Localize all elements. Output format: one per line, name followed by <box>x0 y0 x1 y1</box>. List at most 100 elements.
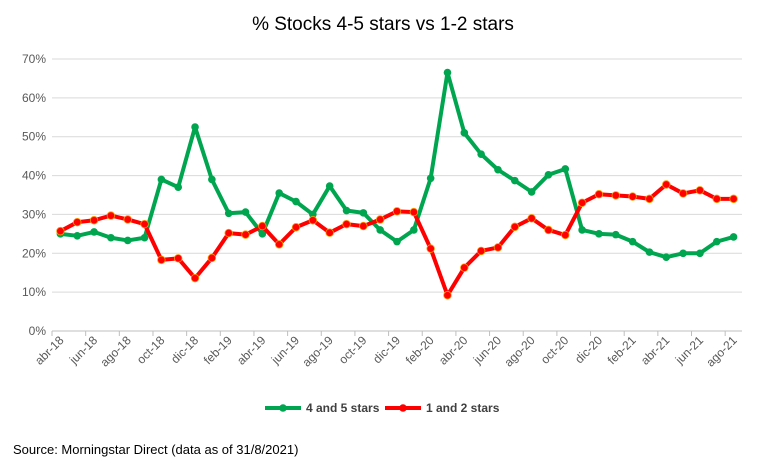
data-point <box>342 219 351 229</box>
data-point <box>191 123 199 131</box>
x-tick-label: abr-19 <box>234 333 269 368</box>
x-tick-label: abr-20 <box>436 333 471 368</box>
y-tick-label: 30% <box>22 207 46 221</box>
data-point <box>157 175 166 184</box>
data-point <box>123 236 132 245</box>
y-tick-label: 40% <box>22 169 46 183</box>
data-point <box>309 210 317 219</box>
data-point <box>258 221 267 231</box>
data-point <box>73 217 82 227</box>
data-point <box>140 219 149 229</box>
y-tick-label: 20% <box>22 246 46 260</box>
data-point <box>241 208 250 216</box>
data-point <box>224 228 233 238</box>
y-tick-label: 60% <box>22 91 46 105</box>
x-tick-label: jun-19 <box>268 333 302 367</box>
data-point <box>611 191 620 200</box>
data-point <box>174 183 183 192</box>
data-point <box>174 254 183 263</box>
data-point <box>409 207 419 217</box>
data-point <box>729 194 738 204</box>
data-point <box>561 165 570 173</box>
data-point <box>460 263 469 272</box>
x-tick-label: dic-20 <box>572 333 605 366</box>
x-tick-label: ago-21 <box>703 333 740 370</box>
y-tick-label: 50% <box>22 130 46 144</box>
y-tick-label: 70% <box>22 52 46 66</box>
y-tick-label: 10% <box>22 285 46 299</box>
data-point <box>426 244 435 253</box>
x-tick-label: abr-18 <box>32 333 67 368</box>
data-point <box>73 232 82 240</box>
data-point <box>56 226 65 236</box>
data-point <box>308 216 318 225</box>
data-point <box>274 240 284 249</box>
data-point <box>729 233 738 241</box>
data-point <box>359 221 368 231</box>
data-point <box>476 246 486 256</box>
x-tick-label: abr-21 <box>638 333 673 368</box>
data-point <box>678 189 688 198</box>
legend-marker <box>399 404 407 412</box>
data-point <box>443 291 452 300</box>
data-point <box>157 255 166 265</box>
data-point <box>527 214 536 223</box>
data-point <box>89 216 99 225</box>
data-point <box>291 223 301 232</box>
data-point <box>123 215 132 224</box>
data-point <box>611 230 620 239</box>
data-point <box>258 230 267 238</box>
data-point <box>376 226 384 234</box>
x-tick-label: feb-20 <box>403 333 437 367</box>
data-point <box>695 186 705 195</box>
data-point <box>426 174 435 183</box>
data-point <box>224 209 233 218</box>
data-point <box>712 194 721 204</box>
data-point <box>561 230 570 240</box>
data-point <box>696 249 704 258</box>
data-point <box>241 230 250 239</box>
source-note: Source: Morningstar Direct (data as of 3… <box>13 442 299 457</box>
data-point <box>410 226 418 234</box>
x-tick-label: dic-19 <box>370 333 403 366</box>
data-point <box>393 237 401 246</box>
data-point <box>443 68 452 77</box>
data-point <box>662 253 671 261</box>
data-point <box>106 211 116 220</box>
data-point <box>107 233 115 242</box>
series-line-4-5-stars <box>60 70 735 260</box>
data-point <box>544 170 553 179</box>
data-point <box>477 150 485 158</box>
data-point <box>90 228 98 236</box>
data-point <box>628 192 637 201</box>
x-tick-label: ago-20 <box>501 333 538 370</box>
data-point <box>510 222 520 232</box>
x-tick-label: ago-19 <box>299 333 336 370</box>
data-point <box>325 228 334 237</box>
data-point <box>511 176 519 185</box>
data-point <box>679 249 687 258</box>
data-point <box>494 165 502 174</box>
legend-marker <box>279 404 287 412</box>
data-point <box>645 194 654 204</box>
data-point <box>292 197 300 206</box>
x-tick-label: dic-18 <box>168 333 201 366</box>
x-tick-label: feb-19 <box>201 333 235 367</box>
data-point <box>460 129 469 137</box>
data-point <box>594 190 604 199</box>
data-point <box>325 182 334 190</box>
data-point <box>207 253 217 263</box>
x-tick-label: jun-20 <box>470 333 504 367</box>
data-point <box>208 175 216 184</box>
x-tick-label: oct-20 <box>538 333 572 367</box>
x-tick-label: ago-18 <box>98 333 135 370</box>
x-tick-label: jun-18 <box>66 333 100 367</box>
data-point <box>544 225 553 235</box>
x-tick-label: oct-19 <box>336 333 370 367</box>
data-point <box>578 226 586 234</box>
chart-title: % Stocks 4-5 stars vs 1-2 stars <box>252 14 514 35</box>
x-tick-label: feb-21 <box>605 333 639 367</box>
data-point <box>375 215 385 224</box>
